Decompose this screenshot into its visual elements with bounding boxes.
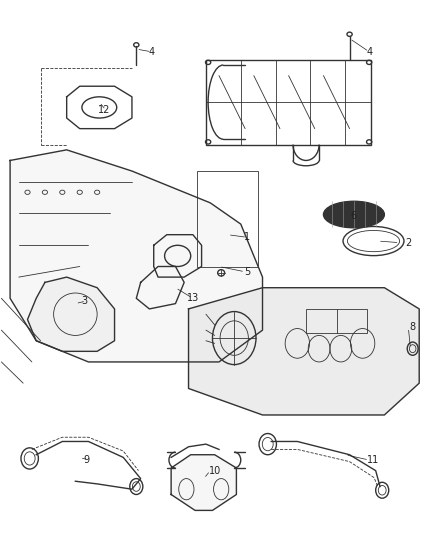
Text: 9: 9 xyxy=(83,455,89,465)
Text: 4: 4 xyxy=(148,47,155,56)
Text: 11: 11 xyxy=(367,455,380,465)
Text: 1: 1 xyxy=(244,232,251,243)
Text: 10: 10 xyxy=(208,466,221,475)
Polygon shape xyxy=(28,277,115,351)
Text: 2: 2 xyxy=(405,238,411,248)
Text: 5: 5 xyxy=(244,267,251,277)
Bar xyxy=(197,171,258,266)
Text: 3: 3 xyxy=(81,296,87,306)
Text: 13: 13 xyxy=(187,293,199,303)
Polygon shape xyxy=(188,288,419,415)
Text: 8: 8 xyxy=(410,322,416,333)
Ellipse shape xyxy=(323,201,385,228)
Bar xyxy=(306,309,367,333)
Text: 4: 4 xyxy=(366,47,372,56)
Text: 6: 6 xyxy=(351,211,357,221)
Text: 12: 12 xyxy=(98,105,110,115)
Bar xyxy=(206,60,371,144)
Polygon shape xyxy=(10,150,262,362)
Polygon shape xyxy=(171,455,237,511)
